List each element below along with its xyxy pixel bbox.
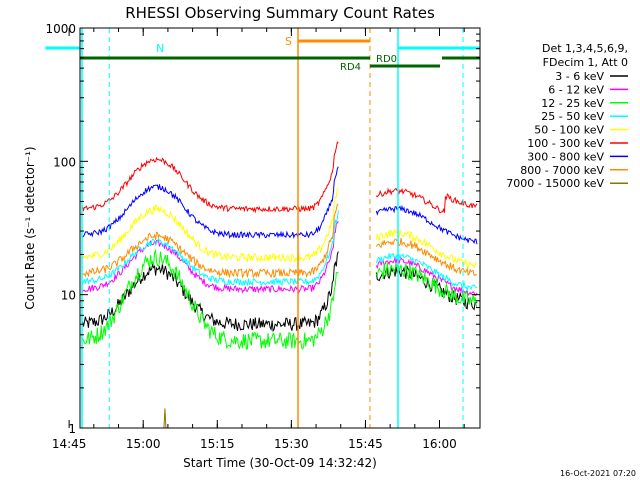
legend-label-4: 50 - 100 keV	[534, 124, 604, 137]
legend-header-1: Det 1,3,4,5,6,9,	[542, 42, 628, 55]
series-line-3-a	[82, 210, 339, 287]
legend-label-0: 3 - 6 keV	[555, 70, 604, 83]
series-line-5-a	[82, 141, 339, 214]
series-line-7-b	[375, 237, 478, 277]
x-tick-label-4: 15:45	[348, 437, 383, 451]
x-tick-label-5: 16:00	[422, 437, 457, 451]
series-line-2-b	[375, 262, 478, 309]
series-line-3-b	[375, 252, 478, 292]
legend-label-8: 7000 - 15000 keV	[506, 177, 604, 190]
series-line-6-b	[375, 204, 478, 245]
series-line-1-a	[82, 220, 339, 295]
x-tick-label-0: 14:45	[52, 437, 87, 451]
series-line-2-a	[82, 248, 339, 351]
legend-label-2: 12 - 25 keV	[541, 97, 604, 110]
legend-label-5: 100 - 300 keV	[527, 137, 604, 150]
y-tick-label-0: 1	[68, 422, 76, 436]
plot-frame	[79, 27, 481, 429]
y-tick-label-3: 1000	[45, 22, 76, 36]
x-axis-label: Start Time (30-Oct-09 14:32:42)	[183, 456, 377, 470]
chart-title: RHESSI Observing Summary Count Rates	[125, 4, 435, 22]
legend-label-6: 300 - 800 keV	[527, 150, 604, 163]
legend-header-2: FDecim 1, Att 0	[543, 56, 628, 69]
y-axis-label: Count Rate (s⁻¹ detector⁻¹)	[23, 146, 37, 309]
y-tick-label-1: 10	[61, 289, 76, 303]
rd0-label: RD0	[376, 54, 397, 65]
legend: Det 1,3,4,5,6,9, FDecim 1, Att 0 3 - 6 k…	[506, 42, 628, 190]
rd4-label: RD4	[340, 62, 361, 73]
series-line-0-a	[82, 251, 339, 333]
saa-label: S	[285, 35, 292, 48]
footer-date: 16-Oct-2021 07:20	[560, 469, 636, 478]
legend-label-1: 6 - 12 keV	[548, 83, 604, 96]
x-tick-label-2: 15:15	[200, 437, 235, 451]
y-tick-label-2: 100	[53, 155, 76, 169]
series-layer	[82, 141, 478, 429]
x-tick-label-3: 15:30	[274, 437, 309, 451]
series-line-4-b	[375, 228, 478, 269]
series-line-4-a	[82, 188, 339, 264]
series-line-8	[163, 408, 167, 429]
legend-label-3: 25 - 50 keV	[541, 110, 604, 123]
annotation-layer: N S RD0 RD4	[45, 28, 480, 428]
series-line-5-b	[375, 187, 478, 214]
axis-layer: 1 10 100 1000 14:45 15:00 15:15 15:30 15:45 16:00	[45, 22, 480, 451]
night-label: N	[156, 42, 164, 55]
series-line-6-a	[82, 166, 339, 240]
x-tick-label-1: 15:00	[126, 437, 161, 451]
series-line-7-a	[82, 203, 339, 279]
series-line-1-b	[375, 256, 478, 297]
legend-label-7: 800 - 7000 keV	[520, 164, 604, 177]
